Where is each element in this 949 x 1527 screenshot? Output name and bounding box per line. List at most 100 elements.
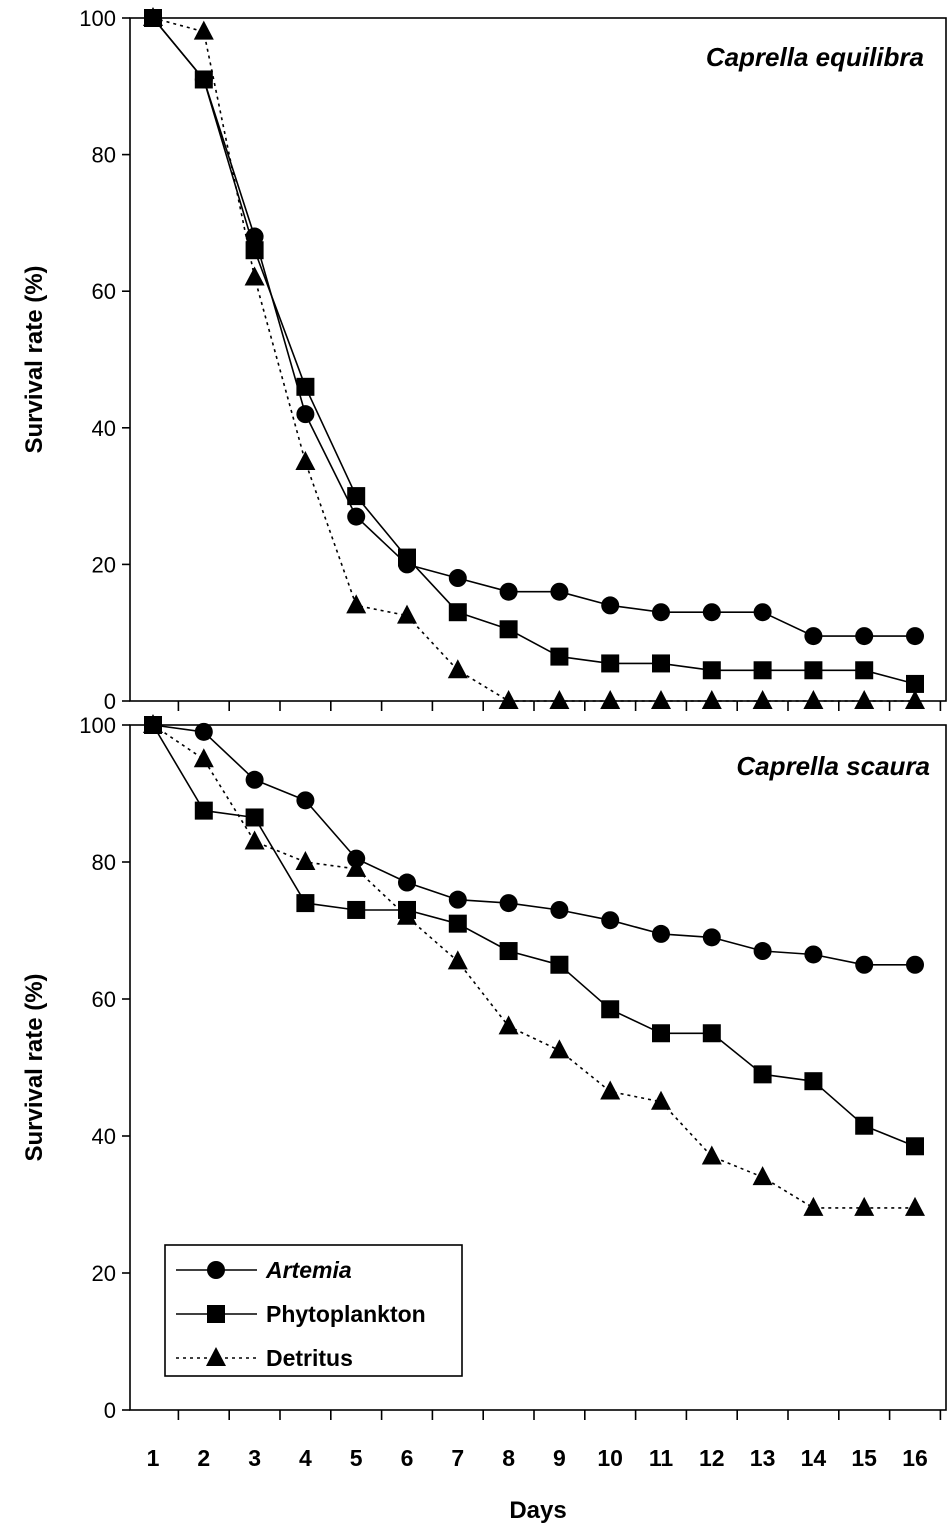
legend-label-detritus: Detritus <box>266 1345 353 1371</box>
x-tick-label: 3 <box>248 1445 261 1471</box>
data-point-phytoplankton <box>601 654 620 673</box>
data-point-detritus <box>600 1080 621 1100</box>
data-point-detritus <box>143 7 163 26</box>
series-line-detritus <box>152 724 915 1209</box>
data-point-detritus <box>600 690 621 709</box>
data-point-detritus <box>549 1039 570 1059</box>
data-point-artemia <box>855 955 874 974</box>
y-axis-label: Survival rate (%) <box>21 973 48 1161</box>
data-point-phytoplankton <box>652 1024 670 1043</box>
data-point-detritus <box>854 1196 875 1216</box>
data-point-artemia <box>804 627 823 646</box>
x-tick-label: 2 <box>197 1445 210 1471</box>
series-detritus <box>143 714 925 1216</box>
data-point-detritus <box>447 659 468 679</box>
data-point-phytoplankton <box>804 661 823 680</box>
series-artemia <box>144 9 924 646</box>
y-tick-label: 40 <box>92 1124 116 1149</box>
data-point-detritus <box>193 20 214 40</box>
x-tick-label: 12 <box>699 1445 725 1471</box>
plot-frame <box>129 724 947 1411</box>
data-point-artemia <box>245 770 264 789</box>
data-point-detritus <box>803 690 824 709</box>
legend-marker-phytoplankton <box>207 1305 225 1323</box>
x-tick-label: 15 <box>851 1445 877 1471</box>
y-tick-label: 60 <box>92 279 116 304</box>
data-point-detritus <box>143 714 163 733</box>
data-point-phytoplankton <box>550 955 569 974</box>
x-tick-label: 13 <box>750 1445 776 1471</box>
data-point-artemia <box>855 627 874 646</box>
data-point-phytoplankton <box>753 1065 772 1084</box>
y-tick-label: 0 <box>104 689 116 714</box>
data-point-phytoplankton <box>194 70 213 89</box>
data-point-detritus <box>397 604 417 624</box>
data-point-artemia <box>702 603 721 622</box>
data-point-artemia <box>499 582 518 601</box>
data-point-phytoplankton <box>906 1137 924 1156</box>
series-line-artemia <box>152 724 915 966</box>
data-point-detritus <box>549 690 570 709</box>
x-tick-label: 8 <box>502 1445 515 1471</box>
y-tick-label: 20 <box>92 552 116 577</box>
data-point-phytoplankton <box>296 377 315 396</box>
data-point-artemia <box>398 873 416 892</box>
data-point-phytoplankton <box>448 603 467 622</box>
series-line-phytoplankton <box>152 724 916 1148</box>
data-point-artemia <box>194 722 213 741</box>
x-tick-label: 16 <box>902 1445 928 1471</box>
data-point-phytoplankton <box>652 654 670 673</box>
data-point-artemia <box>448 890 467 909</box>
data-point-detritus <box>854 690 875 709</box>
data-point-detritus <box>193 748 214 768</box>
y-tick-label: 100 <box>79 6 116 31</box>
series-detritus <box>143 7 925 709</box>
data-point-detritus <box>295 450 316 470</box>
data-point-phytoplankton <box>753 661 772 680</box>
x-tick-label: 7 <box>451 1445 464 1471</box>
data-point-phytoplankton <box>448 914 467 933</box>
data-point-detritus <box>651 1090 671 1110</box>
legend-marker-artemia <box>207 1261 225 1279</box>
x-tick-label: 10 <box>597 1445 623 1471</box>
data-point-artemia <box>702 928 721 947</box>
data-point-detritus <box>905 690 925 709</box>
data-point-detritus <box>346 857 367 877</box>
data-point-detritus <box>295 851 316 870</box>
data-point-artemia <box>753 603 772 622</box>
y-axis-label: Survival rate (%) <box>21 265 48 453</box>
data-point-artemia <box>753 942 772 961</box>
panel-caprella-equilibra: 0 20 40 60 80 100 Survival rate (%) Caprella eq… <box>21 6 947 714</box>
data-point-phytoplankton <box>347 900 366 919</box>
data-point-artemia <box>296 791 315 810</box>
x-axis-label: Days <box>509 1497 566 1524</box>
data-point-artemia <box>245 227 264 246</box>
data-point-detritus <box>701 690 722 709</box>
data-point-artemia <box>906 955 924 974</box>
data-point-detritus <box>498 690 519 709</box>
data-point-phytoplankton <box>245 808 264 827</box>
data-point-phytoplankton <box>855 661 874 680</box>
data-point-phytoplankton <box>499 942 518 961</box>
series-line-detritus <box>152 17 915 702</box>
legend-label-phytoplankton: Phytoplankton <box>266 1301 426 1327</box>
panel-title: Caprella scaura <box>736 751 930 781</box>
data-point-detritus <box>752 690 773 709</box>
series-artemia <box>144 716 924 974</box>
y-tick-label: 0 <box>104 1398 116 1423</box>
data-point-phytoplankton <box>499 620 518 639</box>
data-point-artemia <box>499 894 518 913</box>
data-point-artemia <box>906 627 924 646</box>
panel-title: Caprella equilibra <box>706 42 924 72</box>
data-point-detritus <box>244 830 265 850</box>
data-point-phytoplankton <box>347 487 366 506</box>
data-point-phytoplankton <box>296 894 315 913</box>
y-tick-label: 80 <box>92 143 116 168</box>
data-point-artemia <box>550 582 569 601</box>
x-tick-label: 9 <box>553 1445 566 1471</box>
y-tick-label: 20 <box>92 1261 116 1286</box>
data-point-detritus <box>244 266 265 286</box>
data-point-detritus <box>498 1015 519 1035</box>
plot-frame <box>129 17 947 702</box>
